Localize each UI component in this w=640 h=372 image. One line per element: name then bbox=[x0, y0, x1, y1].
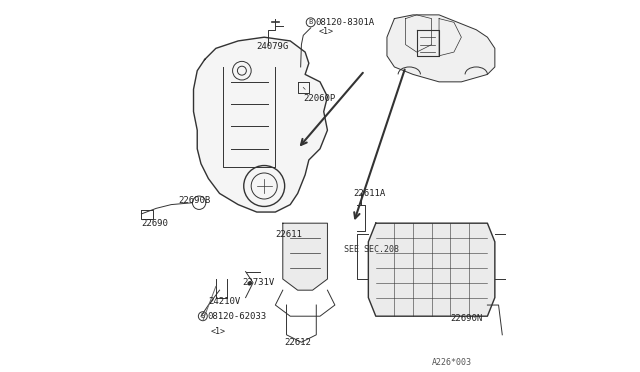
Text: 23731V: 23731V bbox=[242, 278, 274, 287]
Text: 24079G: 24079G bbox=[257, 42, 289, 51]
Text: 08120-62033: 08120-62033 bbox=[207, 312, 267, 321]
Text: B: B bbox=[201, 313, 205, 319]
Text: <1>: <1> bbox=[211, 327, 225, 336]
Text: SEE SEC.208: SEE SEC.208 bbox=[344, 245, 399, 254]
Text: A226*003: A226*003 bbox=[431, 358, 472, 367]
Polygon shape bbox=[283, 223, 328, 290]
Text: 22612: 22612 bbox=[285, 338, 312, 347]
Polygon shape bbox=[193, 37, 328, 212]
Text: 22690N: 22690N bbox=[450, 314, 483, 323]
Text: 08120-8301A: 08120-8301A bbox=[316, 18, 374, 27]
Text: 22611: 22611 bbox=[275, 230, 302, 239]
Text: B: B bbox=[308, 19, 313, 25]
Text: 24210V: 24210V bbox=[209, 297, 241, 306]
Text: 22690: 22690 bbox=[141, 219, 168, 228]
Text: 22060P: 22060P bbox=[303, 94, 335, 103]
Polygon shape bbox=[387, 15, 495, 82]
Text: <1>: <1> bbox=[318, 27, 333, 36]
Text: 22611A: 22611A bbox=[353, 189, 386, 198]
Text: 22690B: 22690B bbox=[179, 196, 211, 205]
Polygon shape bbox=[369, 223, 495, 316]
